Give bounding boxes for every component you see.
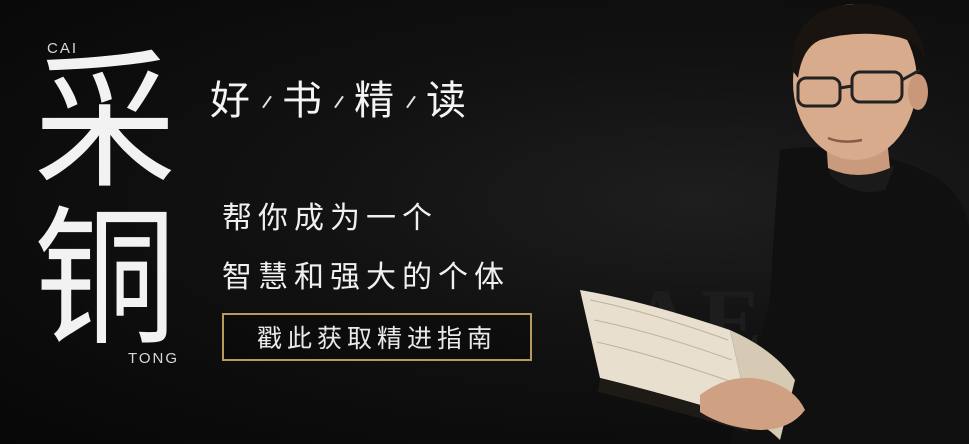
brand-char-cai: 采 (33, 36, 177, 210)
face (793, 4, 917, 160)
brand-latin-top: CAI (47, 40, 79, 57)
headline-word: 好 (210, 78, 252, 124)
separator-slash (406, 95, 416, 109)
ear (908, 74, 928, 110)
tagline-line-2: 智慧和强大的个体 (222, 260, 510, 295)
headline-word: 书 (282, 78, 324, 124)
shirt (730, 147, 969, 444)
headline: 好 书 精 读 (210, 68, 468, 126)
headline-word: 精 (354, 78, 396, 124)
glasses (796, 68, 921, 108)
presenter-photo (580, 3, 969, 444)
brand-char-tong: 铜 (33, 193, 177, 367)
tagline-line-1: 帮你成为一个 (222, 201, 438, 236)
cta-button[interactable]: 戳此获取精进指南 (222, 313, 532, 361)
separator-slash (334, 95, 344, 109)
brand-latin-bottom: TONG (128, 350, 180, 367)
separator-slash (262, 95, 272, 109)
mouth (827, 136, 863, 143)
hair (791, 3, 925, 78)
headline-word: 读 (426, 78, 468, 124)
hand (700, 377, 805, 430)
